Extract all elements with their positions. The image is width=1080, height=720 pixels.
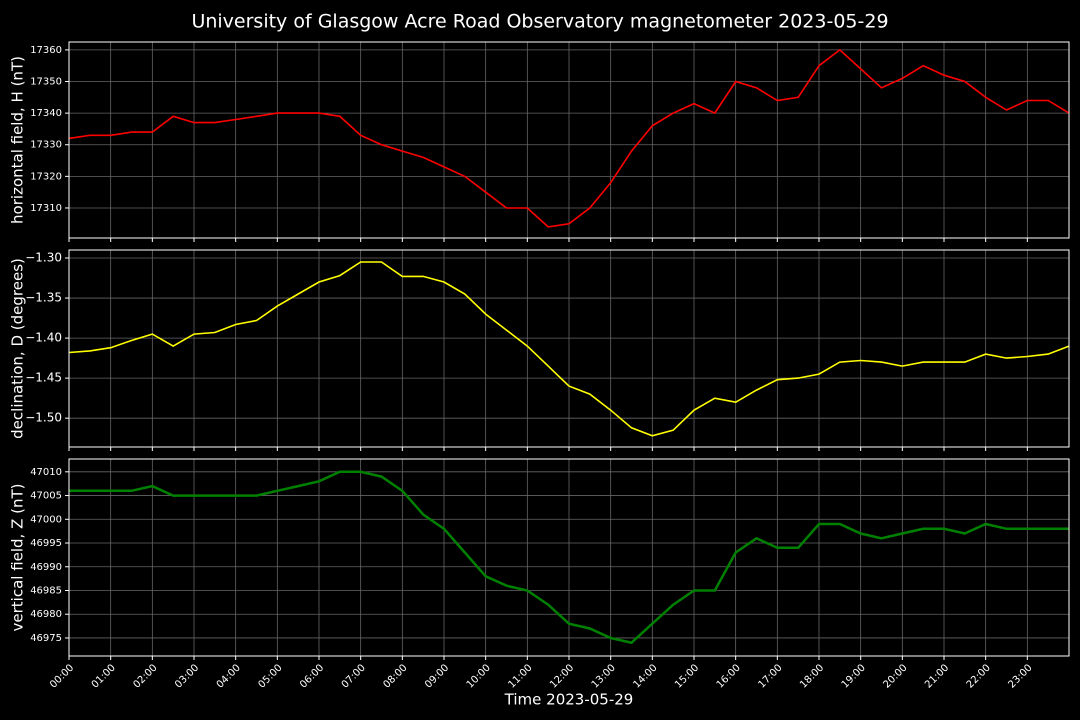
x-tick-label: 19:00 — [840, 662, 868, 690]
y-tick-label: −1.45 — [25, 371, 62, 385]
x-axis-label: Time 2023-05-29 — [504, 691, 634, 709]
x-tick-label: 09:00 — [423, 662, 451, 690]
x-tick-label: 03:00 — [173, 662, 201, 690]
x-tick-label: 06:00 — [298, 662, 326, 690]
x-tick-label: 21:00 — [923, 662, 951, 690]
x-tick-label: 23:00 — [1006, 662, 1034, 690]
x-tick-label: 18:00 — [798, 662, 826, 690]
y-tick-label: 46985 — [30, 585, 62, 596]
y-tick-label: 47000 — [30, 514, 62, 525]
y-tick-label: −1.40 — [25, 331, 62, 345]
y-tick-label: 46990 — [30, 562, 62, 573]
x-tick-label: 05:00 — [256, 662, 284, 690]
y-axis-label: horizontal field, H (nT) — [9, 56, 27, 224]
y-tick-label: 46975 — [30, 633, 62, 644]
y-tick-label: 17340 — [30, 108, 62, 119]
y-axis-label: declination, D (degrees) — [9, 258, 27, 439]
data-line — [69, 470, 1069, 645]
y-tick-label: 17320 — [30, 171, 62, 182]
y-tick-label: 17350 — [30, 77, 62, 88]
x-tick-label: 12:00 — [548, 662, 576, 690]
x-tick-label: 22:00 — [965, 662, 993, 690]
y-tick-label: −1.35 — [25, 291, 62, 305]
x-tick-label: 17:00 — [756, 662, 784, 690]
x-tick-label: 04:00 — [215, 662, 243, 690]
x-tick-label: 14:00 — [631, 662, 659, 690]
x-tick-label: 02:00 — [131, 662, 159, 690]
data-line — [68, 48, 1070, 228]
x-tick-label: 16:00 — [715, 662, 743, 690]
x-tick-label: 15:00 — [673, 662, 701, 690]
x-tick-label: 13:00 — [590, 662, 618, 690]
data-line — [68, 261, 1070, 437]
y-tick-label: −1.50 — [25, 411, 62, 425]
x-tick-label: 00:00 — [48, 662, 76, 690]
x-tick-label: 20:00 — [881, 662, 909, 690]
x-tick-label: 10:00 — [465, 662, 493, 690]
y-axis-label: vertical field, Z (nT) — [9, 483, 27, 631]
y-tick-label: 17360 — [30, 45, 62, 56]
plot-frame — [68, 458, 1070, 657]
y-tick-label: 17330 — [30, 140, 62, 151]
y-tick-label: −1.30 — [25, 251, 62, 265]
y-tick-label: 47010 — [30, 467, 62, 478]
x-tick-label: 08:00 — [381, 662, 409, 690]
chart-title: University of Glasgow Acre Road Observat… — [191, 11, 888, 33]
plot-frame — [68, 41, 1070, 239]
x-tick-label: 11:00 — [506, 662, 534, 690]
y-tick-label: 46980 — [30, 609, 62, 620]
y-tick-label: 46995 — [30, 538, 62, 549]
plot-frame — [68, 249, 1070, 448]
y-tick-label: 17310 — [30, 203, 62, 214]
x-tick-label: 07:00 — [340, 662, 368, 690]
x-tick-label: 01:00 — [90, 662, 118, 690]
y-tick-label: 47005 — [30, 491, 62, 502]
